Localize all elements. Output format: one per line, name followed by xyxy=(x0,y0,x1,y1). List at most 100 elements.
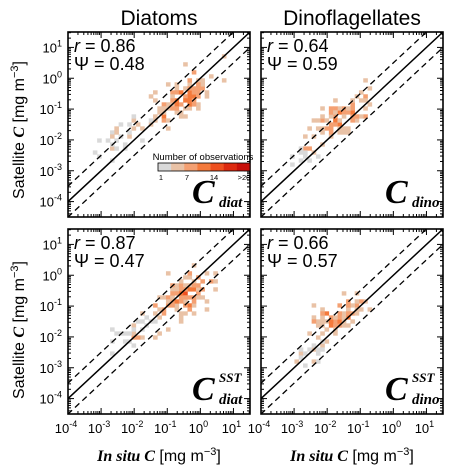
heatmap-cell xyxy=(363,106,368,111)
lower-dashed-line xyxy=(261,243,443,414)
heatmap-cell xyxy=(337,303,343,308)
heatmap-cell xyxy=(122,339,128,344)
heatmap-cell xyxy=(191,287,197,292)
panel-label: C xyxy=(385,371,408,408)
heatmap-cell xyxy=(346,106,351,111)
heatmap-cell xyxy=(183,98,188,103)
colorbar-tick-7: 7 xyxy=(185,173,189,182)
heatmap-cell xyxy=(196,106,201,111)
xlabel-right: In situ C [mg m−3] xyxy=(289,446,414,465)
heatmap-cell xyxy=(114,331,119,336)
panel-2: r = 0.64Ψ = 0.59 C dino xyxy=(260,31,444,218)
psi-value: Ψ = 0.47 xyxy=(74,251,145,271)
heatmap-cell xyxy=(148,118,154,123)
heatmap-cell xyxy=(110,134,115,139)
heatmap-cell xyxy=(191,303,197,308)
colorbar-swatches xyxy=(157,162,251,172)
heatmap-cell xyxy=(315,319,321,324)
heatmap-cell xyxy=(337,315,343,320)
heatmap-cell xyxy=(140,319,145,324)
heatmap-cell xyxy=(315,347,321,352)
heatmap-cell xyxy=(161,295,167,300)
axis-ticks xyxy=(260,32,443,217)
heatmap-cell xyxy=(346,130,351,135)
heatmap-cell xyxy=(315,118,321,123)
heatmap-cell xyxy=(140,335,145,340)
heatmap-cell xyxy=(328,114,334,119)
y-tick-label: 10-2 xyxy=(40,131,62,148)
heatmap-cell xyxy=(161,118,167,123)
heatmap-cell xyxy=(178,315,184,320)
heatmap-cell xyxy=(170,106,175,111)
heatmap-cell xyxy=(367,86,373,91)
colorbar-swatch xyxy=(171,163,185,171)
heatmap-cell xyxy=(346,126,351,131)
heatmap-cell xyxy=(307,126,312,131)
svg-text:Satellite C [mg m−3]: Satellite C [mg m−3] xyxy=(9,261,28,399)
heatmap-cell xyxy=(196,287,201,292)
y-tick-label: 100 xyxy=(43,69,62,86)
heatmap-cell xyxy=(196,283,201,288)
r-value: r = 0.86 xyxy=(74,36,136,56)
panel-3: 101 100 10-1 10-2 10-3 10-4 10-4 10-3 10-2 10-1 10… xyxy=(40,228,251,436)
heatmap-cell xyxy=(191,311,197,316)
heatmap-cell xyxy=(324,126,330,131)
y-tick-label: 10-4 xyxy=(40,390,62,407)
heatmap-cell xyxy=(354,303,360,308)
heatmap-cell xyxy=(157,315,162,320)
heatmap-cell xyxy=(178,279,184,284)
heatmap-cell xyxy=(341,311,347,316)
heatmap-cell xyxy=(187,102,193,107)
heatmap-cell xyxy=(187,307,193,312)
heatmap-cell xyxy=(337,122,343,127)
heatmap-cell xyxy=(367,102,373,107)
heatmap-cell xyxy=(178,90,184,95)
heatmap-cell xyxy=(320,311,325,316)
panel-frame xyxy=(67,31,251,218)
heatmap-cell xyxy=(196,295,201,300)
heatmap-cell xyxy=(333,122,338,127)
panel-label-sub: diat xyxy=(219,392,243,408)
heatmap-cell xyxy=(196,86,201,91)
heatmap-cell xyxy=(178,299,184,304)
x-tick-label: 10-1 xyxy=(347,419,369,436)
heatmap-cell xyxy=(105,138,111,143)
heatmap-cell xyxy=(307,331,312,336)
heatmap-cell xyxy=(200,287,205,292)
panel-label-sub: diat xyxy=(219,195,243,211)
heatmap-cell xyxy=(298,150,304,155)
heatmap-cell xyxy=(165,295,171,300)
heatmap-cell xyxy=(170,287,175,292)
heatmap-cell xyxy=(303,154,308,159)
heatmap-cell xyxy=(315,126,321,131)
heatmap-cell xyxy=(200,78,205,83)
heatmap-cell xyxy=(157,331,162,336)
reference-lines xyxy=(68,229,250,414)
colorbar-frame xyxy=(157,162,251,172)
colorbar-title: Number of observations xyxy=(153,152,254,163)
x-tick-label: 101 xyxy=(222,419,241,436)
panel-frame xyxy=(67,228,251,415)
heatmap-cell xyxy=(170,90,175,95)
heatmap-cell xyxy=(110,130,115,135)
heatmap-cell xyxy=(363,78,368,83)
heatmap-cell xyxy=(135,319,141,324)
colorbar-tick-14: 14 xyxy=(210,173,218,182)
panel-label: C xyxy=(385,174,408,211)
heatmap-cell xyxy=(161,102,167,107)
heatmap-cell xyxy=(191,98,197,103)
heatmap-cell xyxy=(337,106,343,111)
r-value: r = 0.66 xyxy=(267,233,329,253)
heatmap-cell xyxy=(354,118,360,123)
heatmap-cell xyxy=(337,118,343,123)
heatmap-cell xyxy=(204,90,210,95)
heatmap-cell xyxy=(174,110,180,115)
heatmap-cell xyxy=(174,90,180,95)
heatmap-cell xyxy=(187,287,193,292)
heatmap-cell xyxy=(341,126,347,131)
heatmap-cell xyxy=(183,291,188,296)
heatmap-cell xyxy=(328,110,334,115)
col-title-dinoflagellates: Dinoflagellates xyxy=(283,7,421,30)
y-tick-label: 10-1 xyxy=(40,297,62,314)
heatmap-cell xyxy=(161,114,167,119)
